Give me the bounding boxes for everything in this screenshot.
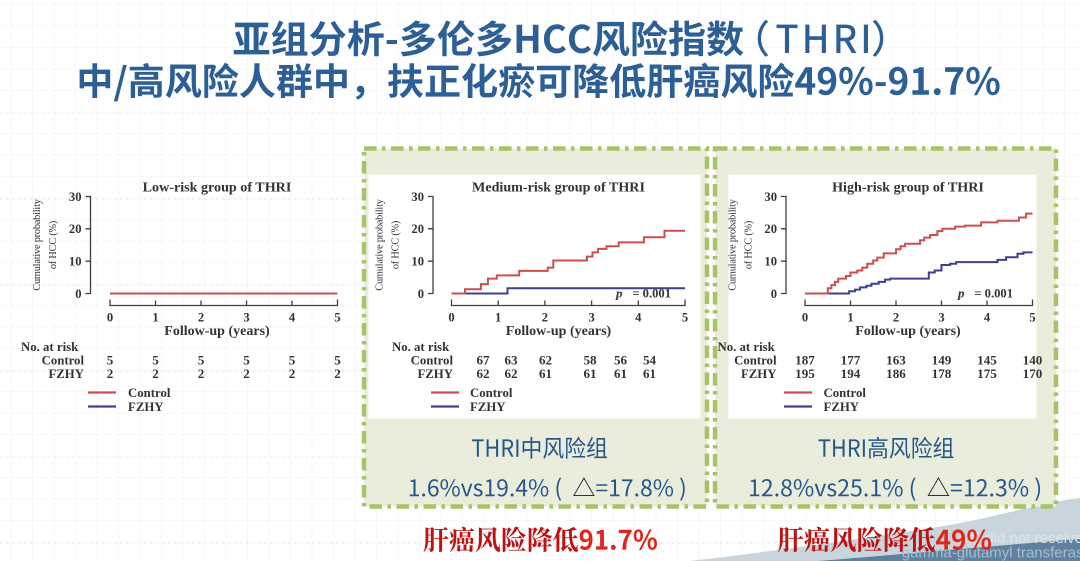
svg-text:20: 20: [411, 222, 424, 236]
svg-text:3: 3: [938, 311, 944, 325]
svg-text:0: 0: [107, 311, 113, 325]
svg-text:2: 2: [243, 366, 250, 381]
svg-text:Control: Control: [470, 386, 513, 400]
svg-text:20: 20: [69, 222, 82, 236]
svg-text:30: 30: [411, 190, 424, 204]
svg-text:= 0.001: = 0.001: [974, 287, 1013, 301]
svg-text:Cumulative probability: Cumulative probability: [32, 198, 43, 290]
svg-text:194: 194: [841, 366, 861, 381]
svg-text:No. at risk: No. at risk: [718, 340, 776, 354]
svg-text:p: p: [615, 286, 623, 301]
svg-text:5: 5: [243, 353, 250, 368]
svg-text:195: 195: [795, 366, 815, 381]
svg-text:5: 5: [198, 353, 205, 368]
svg-text:10: 10: [69, 255, 82, 269]
svg-text:Control: Control: [411, 354, 454, 368]
svg-text:Follow-up (years): Follow-up (years): [855, 324, 961, 339]
svg-text:61: 61: [539, 366, 552, 381]
svg-text:62: 62: [539, 353, 552, 368]
svg-text:2: 2: [893, 311, 899, 325]
svg-text:170: 170: [1023, 366, 1043, 381]
svg-text:10: 10: [411, 255, 424, 269]
svg-text:62: 62: [476, 366, 489, 381]
svg-text:= 0.001: = 0.001: [632, 287, 671, 301]
svg-text:of HCC (%): of HCC (%): [391, 221, 402, 269]
svg-text:3: 3: [588, 311, 594, 325]
svg-text:2: 2: [542, 311, 548, 325]
svg-text:10: 10: [764, 255, 777, 269]
svg-text:2: 2: [107, 366, 114, 381]
svg-text:0: 0: [802, 311, 808, 325]
svg-text:Cumulative probability: Cumulative probability: [728, 198, 739, 290]
svg-text:4: 4: [635, 311, 642, 325]
svg-text:1: 1: [152, 311, 158, 325]
svg-text:0: 0: [771, 287, 777, 301]
svg-text:61: 61: [643, 366, 656, 381]
svg-text:1: 1: [495, 311, 501, 325]
svg-text:Follow-up (years): Follow-up (years): [164, 324, 270, 339]
svg-text:FZHY: FZHY: [741, 367, 777, 381]
svg-text:5: 5: [334, 353, 341, 368]
svg-text:3: 3: [243, 311, 249, 325]
svg-text:187: 187: [795, 353, 815, 368]
svg-text:175: 175: [977, 366, 997, 381]
svg-text:67: 67: [476, 353, 490, 368]
svg-text:a) did not receive: a) did not receive: [968, 530, 1080, 547]
svg-text:177: 177: [841, 353, 861, 368]
svg-text:Control: Control: [824, 386, 867, 400]
svg-text:FZHY: FZHY: [417, 367, 453, 381]
svg-text:0: 0: [75, 287, 81, 301]
svg-text:149: 149: [932, 353, 952, 368]
svg-text:56: 56: [614, 353, 628, 368]
svg-text:5: 5: [682, 311, 688, 325]
svg-text:61: 61: [583, 366, 596, 381]
svg-text:163: 163: [886, 353, 906, 368]
svg-text:FZHY: FZHY: [48, 367, 84, 381]
svg-text:FZHY: FZHY: [128, 400, 164, 414]
svg-text:of HCC (%): of HCC (%): [744, 221, 755, 269]
svg-text:FZHY: FZHY: [470, 400, 506, 414]
svg-text:p: p: [957, 286, 965, 301]
svg-text:2: 2: [289, 366, 296, 381]
svg-text:0: 0: [418, 287, 424, 301]
svg-text:5: 5: [152, 353, 159, 368]
svg-text:Follow-up (years): Follow-up (years): [506, 324, 612, 339]
svg-text:2: 2: [334, 366, 341, 381]
svg-text:145: 145: [977, 353, 997, 368]
svg-text:2: 2: [198, 366, 205, 381]
svg-text:4: 4: [289, 311, 296, 325]
svg-text:140: 140: [1023, 353, 1043, 368]
svg-text:61: 61: [614, 366, 627, 381]
svg-text:Cumulative probability: Cumulative probability: [375, 198, 386, 290]
svg-text:5: 5: [334, 311, 340, 325]
svg-text:Low-risk group of THRI: Low-risk group of THRI: [143, 180, 292, 196]
svg-text:2: 2: [152, 366, 159, 381]
svg-text:Medium-risk group of THRI: Medium-risk group of THRI: [472, 180, 645, 196]
svg-text:5: 5: [1029, 311, 1035, 325]
svg-text:20: 20: [764, 222, 777, 236]
svg-text:4: 4: [984, 311, 991, 325]
svg-text:of HCC (%): of HCC (%): [48, 221, 59, 269]
svg-text:30: 30: [69, 190, 82, 204]
svg-text:FZHY: FZHY: [824, 400, 860, 414]
svg-text:Control: Control: [128, 386, 171, 400]
svg-text:2: 2: [198, 311, 204, 325]
svg-text:5: 5: [107, 353, 114, 368]
svg-text:High-risk group of THRI: High-risk group of THRI: [832, 180, 984, 196]
svg-text:62: 62: [504, 366, 517, 381]
svg-text:58: 58: [583, 353, 597, 368]
svg-text:63: 63: [504, 353, 518, 368]
svg-text:1: 1: [847, 311, 853, 325]
svg-text:0: 0: [448, 311, 454, 325]
svg-text:No. at risk: No. at risk: [21, 340, 79, 354]
svg-text:30: 30: [764, 190, 777, 204]
svg-text:No. at risk: No. at risk: [392, 340, 450, 354]
svg-text:Control: Control: [734, 354, 777, 368]
svg-text:186: 186: [886, 366, 906, 381]
svg-text:5: 5: [289, 353, 296, 368]
svg-text:Control: Control: [42, 354, 85, 368]
svg-text:54: 54: [643, 353, 657, 368]
svg-text:178: 178: [932, 366, 952, 381]
